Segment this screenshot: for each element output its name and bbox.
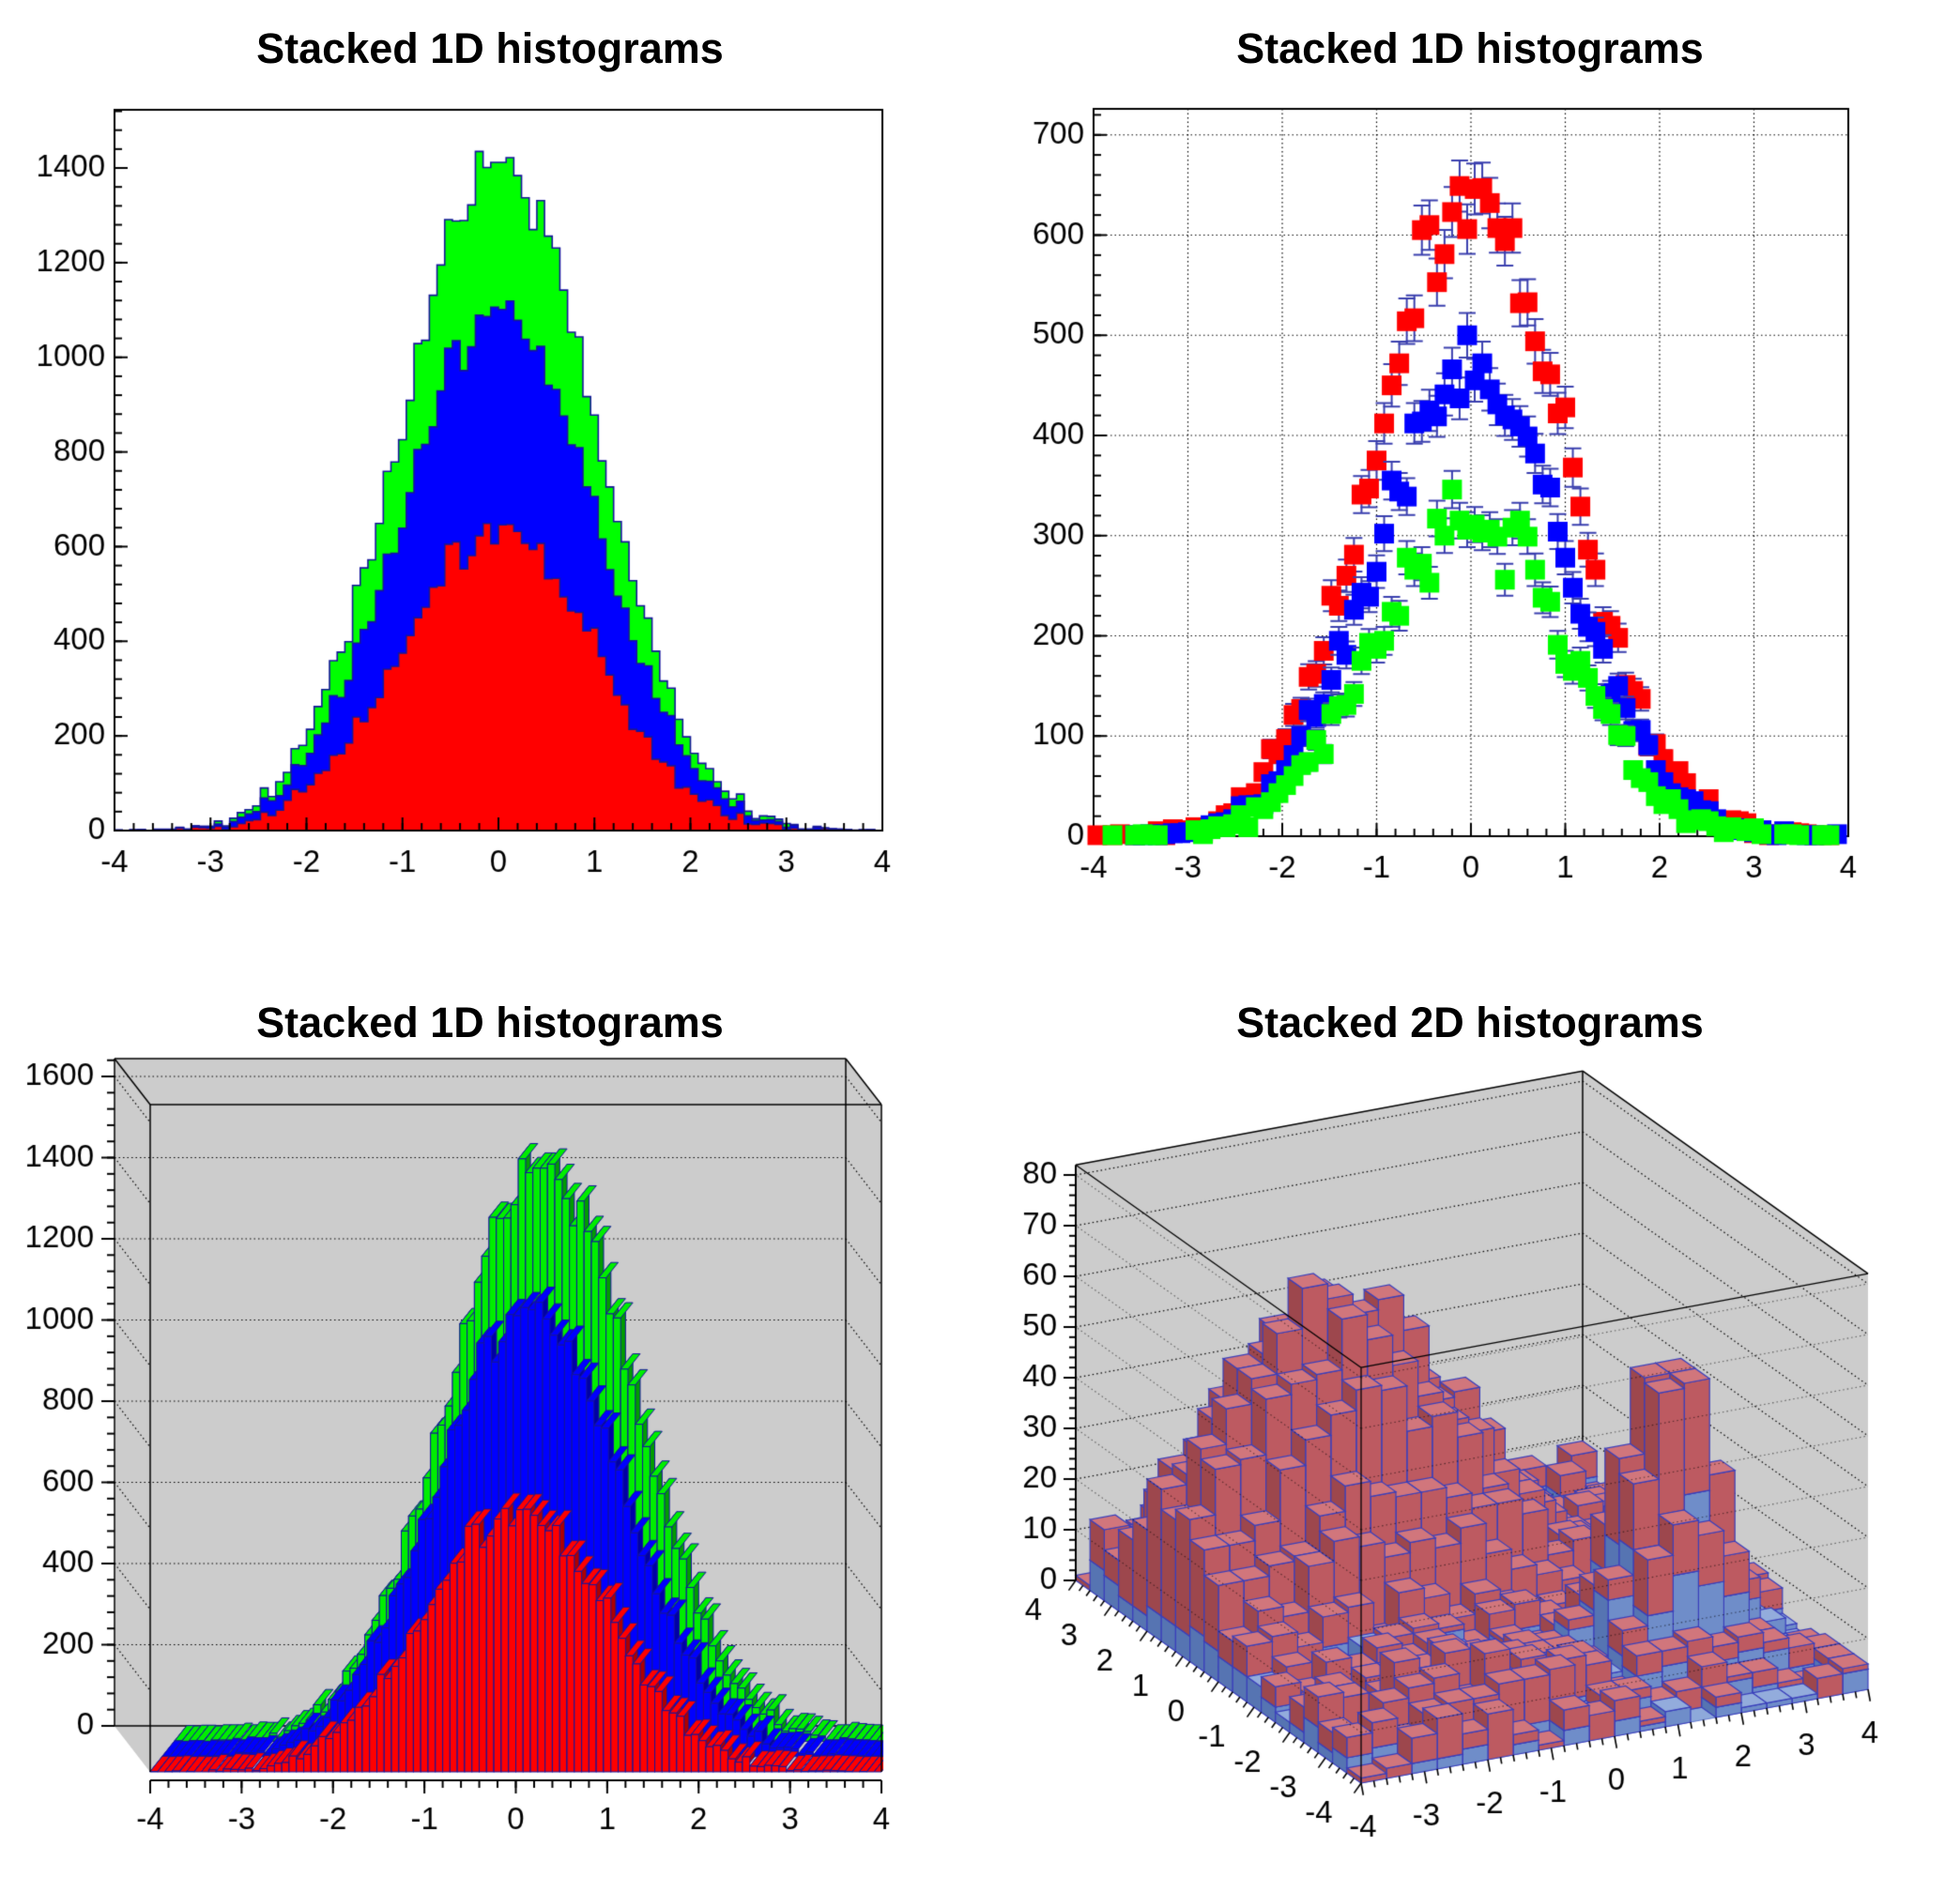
- pad-3-title: Stacked 1D histograms: [256, 999, 724, 1046]
- pad-2: Stacked 1D histograms: [980, 0, 1960, 946]
- pad-1: Stacked 1D histograms: [0, 0, 980, 946]
- pad-3: Stacked 1D histograms: [0, 946, 980, 1892]
- pad-2-title: Stacked 1D histograms: [1236, 24, 1704, 72]
- pad-1-plot: [0, 0, 980, 946]
- pad-1-title: Stacked 1D histograms: [256, 24, 724, 72]
- pad-3-plot: [0, 946, 980, 1892]
- pad-4-plot: [980, 946, 1960, 1892]
- pad-4-title: Stacked 2D histograms: [1236, 999, 1704, 1046]
- pad-4: Stacked 2D histograms: [980, 946, 1960, 1892]
- pad-2-plot: [980, 0, 1960, 946]
